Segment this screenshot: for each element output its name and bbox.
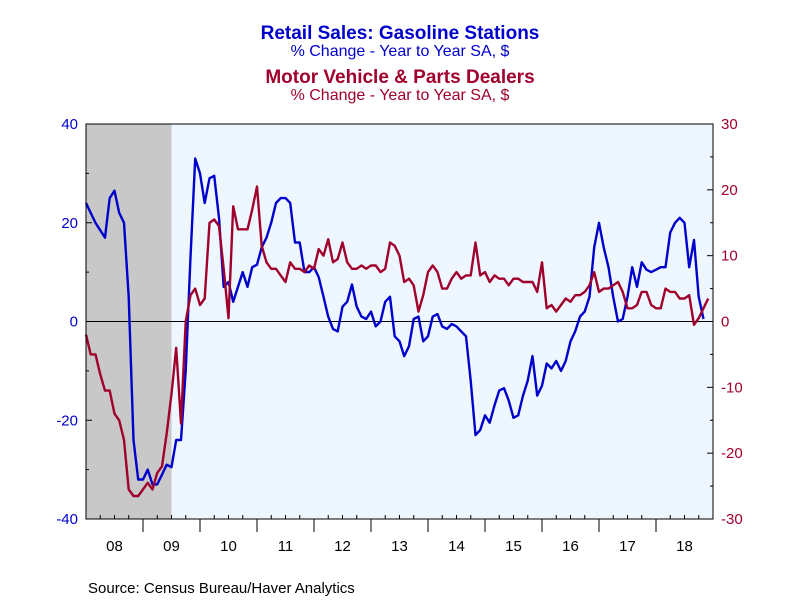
x-tick-label: 11 bbox=[278, 538, 294, 555]
right-tick-label: 20 bbox=[721, 182, 738, 199]
right-tick-label: 30 bbox=[721, 116, 738, 133]
right-tick-label: -30 bbox=[721, 511, 743, 528]
right-tick-label: 0 bbox=[721, 314, 729, 331]
left-tick-label: 40 bbox=[61, 116, 78, 133]
right-tick-label: -10 bbox=[721, 379, 743, 396]
x-tick-label: 14 bbox=[448, 538, 465, 555]
x-tick-label: 09 bbox=[163, 538, 180, 555]
x-tick-label: 15 bbox=[505, 538, 522, 555]
left-tick-label: -20 bbox=[56, 412, 78, 429]
chart-subtitle: % Change - Year to Year SA, $ bbox=[291, 43, 510, 60]
left-tick-label: 20 bbox=[61, 215, 78, 232]
chart-subtitle-secondary: % Change - Year to Year SA, $ bbox=[291, 87, 510, 104]
x-tick-label: 17 bbox=[619, 538, 636, 555]
chart-title: Retail Sales: Gasoline Stations bbox=[261, 23, 540, 44]
series-line-gasoline bbox=[84, 157, 705, 486]
x-tick-label: 13 bbox=[391, 538, 408, 555]
x-tick-label: 12 bbox=[334, 538, 351, 555]
series-line-motor-vehicle bbox=[84, 185, 710, 498]
x-tick-label: 18 bbox=[676, 538, 693, 555]
right-tick-label: -20 bbox=[721, 445, 743, 462]
left-tick-label: 0 bbox=[70, 314, 78, 331]
x-tick-label: 16 bbox=[562, 538, 579, 555]
source-note: Source: Census Bureau/Haver Analytics bbox=[88, 580, 355, 597]
axes-layer: -40 -20 0 20 40 -30 -20 -10 0 10 20 30 08 09 10 11 12 13 1… bbox=[56, 116, 742, 555]
chart-titles: Retail Sales: Gasoline Stations % Change… bbox=[261, 23, 540, 104]
x-tick-label: 10 bbox=[220, 538, 237, 555]
x-tick-label: 08 bbox=[106, 538, 123, 555]
right-tick-label: 10 bbox=[721, 248, 738, 265]
series-layer bbox=[84, 157, 710, 498]
chart-title-secondary: Motor Vehicle & Parts Dealers bbox=[265, 67, 534, 88]
left-tick-label: -40 bbox=[56, 511, 78, 528]
